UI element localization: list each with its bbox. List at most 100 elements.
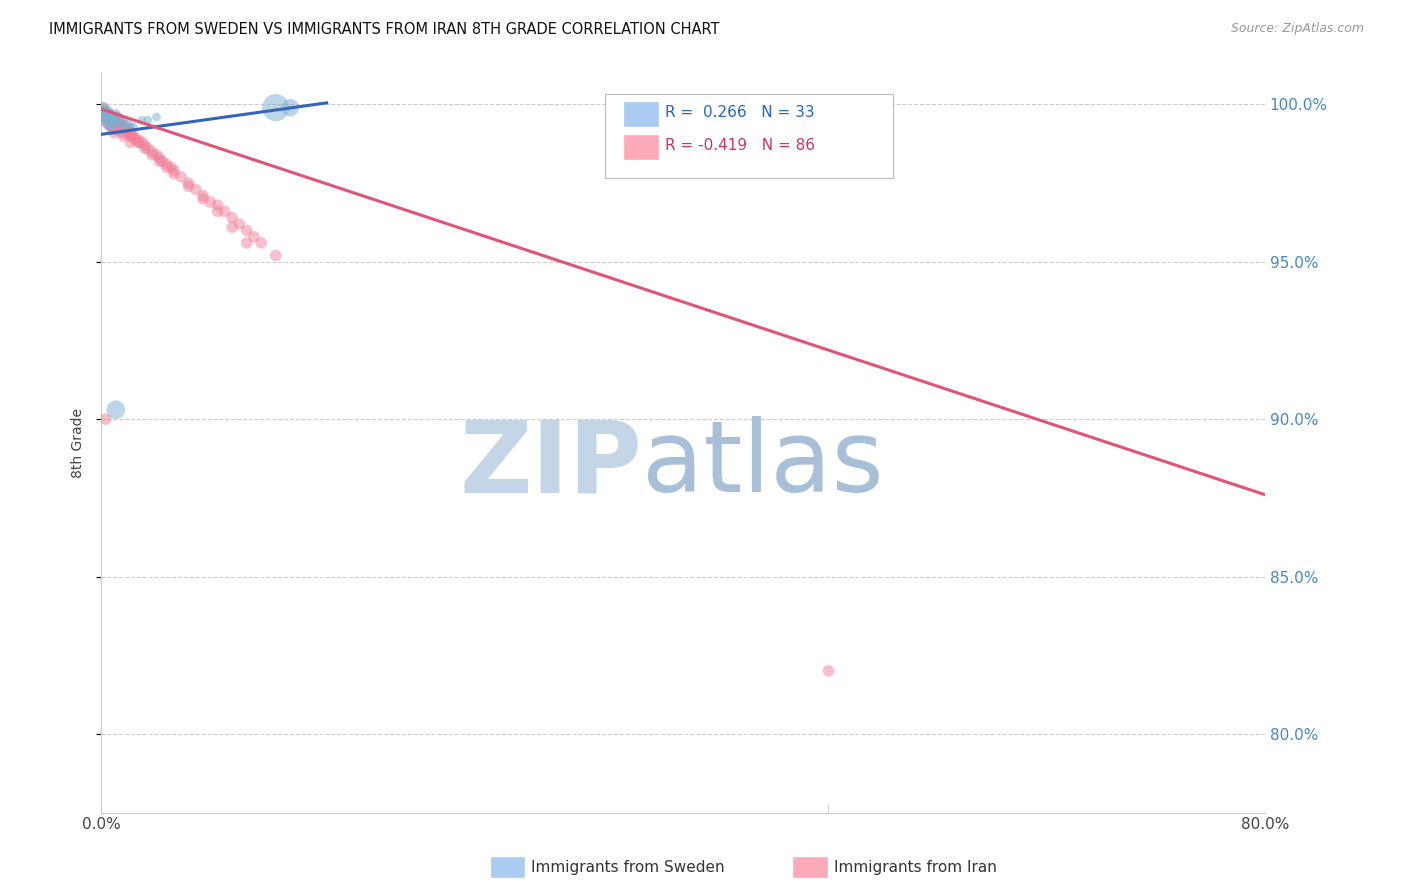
Point xyxy=(134,138,156,153)
Point xyxy=(101,122,124,136)
Point xyxy=(114,120,136,134)
Point xyxy=(96,116,118,130)
Point xyxy=(94,113,117,128)
Point xyxy=(112,120,135,134)
Point xyxy=(97,120,120,134)
Point xyxy=(115,122,138,136)
Point xyxy=(120,120,142,134)
Point xyxy=(104,122,127,136)
Point xyxy=(184,182,207,196)
Point xyxy=(112,116,135,130)
Point xyxy=(148,154,170,169)
Point xyxy=(120,135,142,149)
Point xyxy=(96,116,118,130)
Point xyxy=(91,101,114,115)
Point xyxy=(117,122,139,136)
Text: Immigrants from Iran: Immigrants from Iran xyxy=(834,861,997,875)
Point xyxy=(156,157,179,171)
Point xyxy=(104,110,127,124)
Point xyxy=(96,107,118,121)
Point xyxy=(264,248,287,262)
Text: R =  0.266   N = 33: R = 0.266 N = 33 xyxy=(665,105,814,120)
Point xyxy=(104,113,127,128)
Point xyxy=(101,110,124,124)
Point xyxy=(122,120,145,134)
Point xyxy=(114,122,136,136)
Point xyxy=(221,211,243,225)
Point xyxy=(131,113,153,128)
Point xyxy=(191,188,214,202)
Point xyxy=(98,113,121,128)
Point xyxy=(101,120,124,134)
Point xyxy=(104,120,127,134)
Point xyxy=(207,204,229,219)
Point xyxy=(156,161,179,175)
Point xyxy=(97,103,120,118)
Point xyxy=(93,103,115,118)
Point xyxy=(207,198,229,212)
Point xyxy=(141,148,163,162)
Point xyxy=(250,235,273,250)
Point xyxy=(100,120,122,134)
Point xyxy=(160,161,183,175)
Point xyxy=(105,116,128,130)
Point xyxy=(120,128,142,143)
Point xyxy=(200,194,222,209)
Point xyxy=(243,229,266,244)
Point xyxy=(100,116,122,130)
Point xyxy=(127,135,149,149)
Point xyxy=(108,120,131,134)
Point xyxy=(107,113,129,128)
Point xyxy=(100,110,122,124)
Point xyxy=(97,110,120,124)
Point xyxy=(91,107,114,121)
Text: Immigrants from Sweden: Immigrants from Sweden xyxy=(531,861,725,875)
Point xyxy=(163,167,186,181)
Point xyxy=(94,103,117,118)
Point xyxy=(131,135,153,149)
Point xyxy=(96,107,118,121)
Point xyxy=(104,116,127,130)
Point xyxy=(103,126,125,140)
Point xyxy=(94,113,117,128)
Point xyxy=(177,176,200,190)
Point xyxy=(177,179,200,194)
Text: Source: ZipAtlas.com: Source: ZipAtlas.com xyxy=(1230,22,1364,36)
Point xyxy=(214,204,236,219)
Point xyxy=(170,169,193,184)
Point xyxy=(141,145,163,159)
Text: R = -0.419   N = 86: R = -0.419 N = 86 xyxy=(665,138,815,153)
Point xyxy=(107,110,129,124)
Point xyxy=(97,113,120,128)
Point xyxy=(235,235,257,250)
Point xyxy=(191,192,214,206)
Text: atlas: atlas xyxy=(643,417,884,514)
Point xyxy=(817,664,839,678)
Point xyxy=(98,107,121,121)
Point xyxy=(101,110,124,124)
Point xyxy=(264,101,287,115)
Point xyxy=(134,141,156,155)
Point xyxy=(93,110,115,124)
Point xyxy=(93,101,115,115)
Point xyxy=(97,107,120,121)
Point xyxy=(94,107,117,121)
Point xyxy=(98,116,121,130)
Point xyxy=(93,107,115,121)
Point xyxy=(101,120,124,134)
Point xyxy=(91,103,114,118)
Point xyxy=(94,110,117,124)
Point xyxy=(98,110,121,124)
Point xyxy=(145,110,167,124)
Point xyxy=(124,132,146,146)
Point xyxy=(97,107,120,121)
Point xyxy=(112,126,135,140)
Point xyxy=(107,116,129,130)
Point xyxy=(117,126,139,140)
Point xyxy=(98,116,121,130)
Point xyxy=(103,113,125,128)
Text: ZIP: ZIP xyxy=(460,417,643,514)
Point xyxy=(103,113,125,128)
Point xyxy=(121,128,143,143)
Point xyxy=(107,122,129,136)
